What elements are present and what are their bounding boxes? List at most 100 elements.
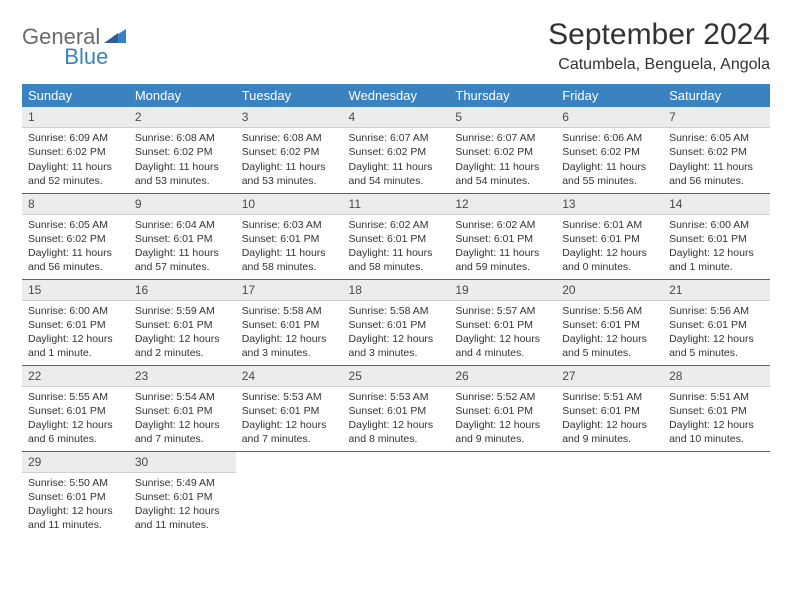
- sunset-text: Sunset: 6:01 PM: [349, 232, 444, 246]
- calendar-day-cell: 23Sunrise: 5:54 AMSunset: 6:01 PMDayligh…: [129, 365, 236, 451]
- daylight-text: Daylight: 11 hours and 57 minutes.: [135, 246, 230, 274]
- daylight-text: Daylight: 12 hours and 1 minute.: [669, 246, 764, 274]
- calendar-day-cell: [236, 451, 343, 537]
- day-body: Sunrise: 6:04 AMSunset: 6:01 PMDaylight:…: [129, 215, 236, 279]
- daylight-text: Daylight: 12 hours and 11 minutes.: [28, 504, 123, 532]
- location-text: Catumbela, Benguela, Angola: [548, 56, 770, 74]
- sunset-text: Sunset: 6:01 PM: [135, 318, 230, 332]
- sunset-text: Sunset: 6:02 PM: [28, 232, 123, 246]
- sunrise-text: Sunrise: 5:49 AM: [135, 476, 230, 490]
- calendar-day-cell: 18Sunrise: 5:58 AMSunset: 6:01 PMDayligh…: [343, 279, 450, 365]
- calendar-day-cell: 22Sunrise: 5:55 AMSunset: 6:01 PMDayligh…: [22, 365, 129, 451]
- sunset-text: Sunset: 6:02 PM: [455, 145, 550, 159]
- daylight-text: Daylight: 11 hours and 54 minutes.: [455, 160, 550, 188]
- daylight-text: Daylight: 12 hours and 5 minutes.: [562, 332, 657, 360]
- sunrise-text: Sunrise: 5:58 AM: [349, 304, 444, 318]
- daylight-text: Daylight: 11 hours and 52 minutes.: [28, 160, 123, 188]
- day-body: Sunrise: 6:00 AMSunset: 6:01 PMDaylight:…: [22, 301, 129, 365]
- sunset-text: Sunset: 6:01 PM: [135, 404, 230, 418]
- day-body: Sunrise: 6:07 AMSunset: 6:02 PMDaylight:…: [449, 128, 556, 192]
- day-body: Sunrise: 6:02 AMSunset: 6:01 PMDaylight:…: [343, 215, 450, 279]
- sunrise-text: Sunrise: 5:59 AM: [135, 304, 230, 318]
- day-number: 19: [449, 280, 556, 301]
- day-number: 11: [343, 194, 450, 215]
- sunset-text: Sunset: 6:02 PM: [562, 145, 657, 159]
- day-number: 1: [22, 107, 129, 128]
- sunrise-text: Sunrise: 5:57 AM: [455, 304, 550, 318]
- daylight-text: Daylight: 12 hours and 9 minutes.: [455, 418, 550, 446]
- sunrise-text: Sunrise: 6:09 AM: [28, 131, 123, 145]
- daylight-text: Daylight: 11 hours and 53 minutes.: [135, 160, 230, 188]
- calendar-week-row: 1Sunrise: 6:09 AMSunset: 6:02 PMDaylight…: [22, 107, 770, 193]
- calendar-table: Sunday Monday Tuesday Wednesday Thursday…: [22, 84, 770, 537]
- calendar-day-cell: 9Sunrise: 6:04 AMSunset: 6:01 PMDaylight…: [129, 193, 236, 279]
- daylight-text: Daylight: 12 hours and 4 minutes.: [455, 332, 550, 360]
- weekday-header: Saturday: [663, 84, 770, 107]
- calendar-week-row: 29Sunrise: 5:50 AMSunset: 6:01 PMDayligh…: [22, 451, 770, 537]
- day-body: Sunrise: 5:58 AMSunset: 6:01 PMDaylight:…: [343, 301, 450, 365]
- sunrise-text: Sunrise: 5:52 AM: [455, 390, 550, 404]
- day-number: 3: [236, 107, 343, 128]
- weekday-header: Thursday: [449, 84, 556, 107]
- weekday-header: Tuesday: [236, 84, 343, 107]
- sunset-text: Sunset: 6:01 PM: [135, 232, 230, 246]
- logo-word-2: Blue: [64, 44, 108, 70]
- sunrise-text: Sunrise: 6:00 AM: [669, 218, 764, 232]
- sunset-text: Sunset: 6:01 PM: [562, 404, 657, 418]
- calendar-day-cell: 15Sunrise: 6:00 AMSunset: 6:01 PMDayligh…: [22, 279, 129, 365]
- daylight-text: Daylight: 11 hours and 59 minutes.: [455, 246, 550, 274]
- sunrise-text: Sunrise: 5:56 AM: [669, 304, 764, 318]
- daylight-text: Daylight: 12 hours and 1 minute.: [28, 332, 123, 360]
- day-body: Sunrise: 6:05 AMSunset: 6:02 PMDaylight:…: [663, 128, 770, 192]
- sunset-text: Sunset: 6:02 PM: [669, 145, 764, 159]
- sunrise-text: Sunrise: 6:05 AM: [669, 131, 764, 145]
- day-number: 20: [556, 280, 663, 301]
- day-number: 10: [236, 194, 343, 215]
- day-body: Sunrise: 5:58 AMSunset: 6:01 PMDaylight:…: [236, 301, 343, 365]
- day-number: 15: [22, 280, 129, 301]
- weekday-header: Friday: [556, 84, 663, 107]
- day-body: Sunrise: 6:01 AMSunset: 6:01 PMDaylight:…: [556, 215, 663, 279]
- sunrise-text: Sunrise: 6:06 AM: [562, 131, 657, 145]
- sunset-text: Sunset: 6:02 PM: [135, 145, 230, 159]
- day-body: Sunrise: 5:55 AMSunset: 6:01 PMDaylight:…: [22, 387, 129, 451]
- calendar-week-row: 22Sunrise: 5:55 AMSunset: 6:01 PMDayligh…: [22, 365, 770, 451]
- day-body: Sunrise: 5:53 AMSunset: 6:01 PMDaylight:…: [343, 387, 450, 451]
- daylight-text: Daylight: 12 hours and 2 minutes.: [135, 332, 230, 360]
- calendar-day-cell: [449, 451, 556, 537]
- sunset-text: Sunset: 6:01 PM: [455, 404, 550, 418]
- daylight-text: Daylight: 11 hours and 55 minutes.: [562, 160, 657, 188]
- calendar-day-cell: 3Sunrise: 6:08 AMSunset: 6:02 PMDaylight…: [236, 107, 343, 193]
- day-number: 5: [449, 107, 556, 128]
- calendar-day-cell: 5Sunrise: 6:07 AMSunset: 6:02 PMDaylight…: [449, 107, 556, 193]
- sunrise-text: Sunrise: 5:56 AM: [562, 304, 657, 318]
- daylight-text: Daylight: 11 hours and 54 minutes.: [349, 160, 444, 188]
- daylight-text: Daylight: 11 hours and 58 minutes.: [349, 246, 444, 274]
- calendar-day-cell: 17Sunrise: 5:58 AMSunset: 6:01 PMDayligh…: [236, 279, 343, 365]
- daylight-text: Daylight: 12 hours and 3 minutes.: [349, 332, 444, 360]
- sunrise-text: Sunrise: 5:51 AM: [562, 390, 657, 404]
- day-body: Sunrise: 5:52 AMSunset: 6:01 PMDaylight:…: [449, 387, 556, 451]
- calendar-day-cell: 2Sunrise: 6:08 AMSunset: 6:02 PMDaylight…: [129, 107, 236, 193]
- daylight-text: Daylight: 11 hours and 58 minutes.: [242, 246, 337, 274]
- sunset-text: Sunset: 6:02 PM: [28, 145, 123, 159]
- sunrise-text: Sunrise: 6:05 AM: [28, 218, 123, 232]
- calendar-day-cell: 25Sunrise: 5:53 AMSunset: 6:01 PMDayligh…: [343, 365, 450, 451]
- day-body: Sunrise: 6:08 AMSunset: 6:02 PMDaylight:…: [129, 128, 236, 192]
- day-body: Sunrise: 5:57 AMSunset: 6:01 PMDaylight:…: [449, 301, 556, 365]
- calendar-day-cell: 7Sunrise: 6:05 AMSunset: 6:02 PMDaylight…: [663, 107, 770, 193]
- day-body: Sunrise: 6:03 AMSunset: 6:01 PMDaylight:…: [236, 215, 343, 279]
- calendar-day-cell: 30Sunrise: 5:49 AMSunset: 6:01 PMDayligh…: [129, 451, 236, 537]
- sunrise-text: Sunrise: 6:00 AM: [28, 304, 123, 318]
- day-body: Sunrise: 6:05 AMSunset: 6:02 PMDaylight:…: [22, 215, 129, 279]
- day-body: Sunrise: 6:07 AMSunset: 6:02 PMDaylight:…: [343, 128, 450, 192]
- calendar-day-cell: 11Sunrise: 6:02 AMSunset: 6:01 PMDayligh…: [343, 193, 450, 279]
- day-body: Sunrise: 5:51 AMSunset: 6:01 PMDaylight:…: [663, 387, 770, 451]
- day-number: 2: [129, 107, 236, 128]
- day-number: 9: [129, 194, 236, 215]
- day-body: Sunrise: 5:59 AMSunset: 6:01 PMDaylight:…: [129, 301, 236, 365]
- sunrise-text: Sunrise: 5:51 AM: [669, 390, 764, 404]
- sunset-text: Sunset: 6:01 PM: [242, 318, 337, 332]
- day-body: Sunrise: 5:56 AMSunset: 6:01 PMDaylight:…: [556, 301, 663, 365]
- calendar-day-cell: [556, 451, 663, 537]
